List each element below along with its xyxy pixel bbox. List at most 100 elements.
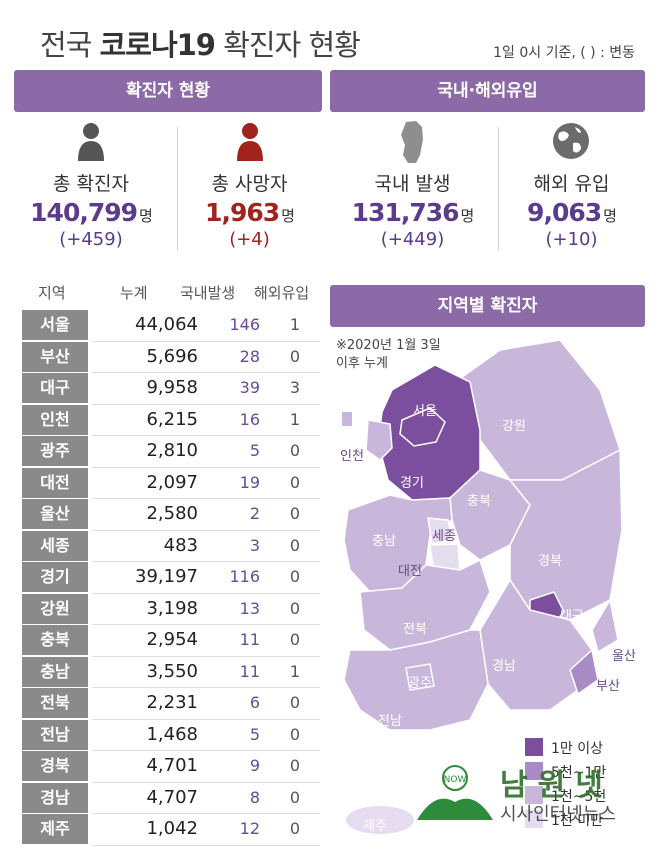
region-overseas: 0 [289, 567, 301, 586]
region-total: 2,231 [146, 692, 198, 713]
region-name: 인천 [22, 404, 88, 435]
row-divider [92, 561, 320, 562]
region-overseas: 0 [289, 787, 301, 807]
table-row: 전남 1,468 5 0 [22, 719, 320, 750]
region-name: 경남 [22, 782, 88, 813]
domestic-value: 131,736 명 [351, 198, 475, 227]
region-total: 3,198 [146, 597, 198, 619]
region-name: 세종 [22, 530, 88, 561]
region-name: 충북 [22, 625, 88, 655]
region-gwangju [405, 663, 435, 691]
row-divider [92, 655, 320, 657]
row-divider [92, 592, 320, 594]
region-overseas: 0 [289, 535, 301, 555]
region-domestic: 39 [239, 378, 260, 397]
region-total: 44,064 [135, 314, 198, 335]
region-domestic: 11 [239, 661, 260, 681]
region-overseas: 1 [289, 661, 301, 681]
region-domestic: 12 [239, 819, 260, 838]
region-table: 서울 44,064 146 1 부산 5,696 28 0 대구 9,958 39 3 인천 6,215 1… [22, 310, 322, 850]
region-overseas: 0 [289, 504, 301, 523]
label-gyeongnam: 경남 [492, 659, 516, 674]
region-total: 1,042 [146, 818, 198, 839]
legend-swatch [525, 762, 543, 780]
table-row: 충북 2,954 11 0 [22, 625, 320, 655]
region-overseas: 0 [289, 756, 301, 775]
row-divider [92, 529, 320, 531]
person-icon [78, 123, 104, 161]
region-total: 9,958 [146, 377, 198, 398]
overseas-stat: 해외 유입 9,063 명 (+10) [498, 115, 645, 263]
row-divider [92, 781, 320, 783]
region-name: 경북 [22, 751, 88, 781]
col-total: 누계 [120, 284, 148, 302]
legend-swatch [525, 738, 543, 756]
region-name: 강원 [22, 593, 88, 624]
label-chungbuk: 충북 [467, 494, 491, 509]
region-name: 광주 [22, 436, 88, 466]
watermark: NOW 남원넷 시사인터넷뉴스 [415, 762, 650, 832]
table-row: 서울 44,064 146 1 [22, 310, 320, 340]
overseas-change: (+10) [545, 229, 598, 250]
legend-swatch [525, 810, 543, 828]
region-total: 6,215 [146, 408, 198, 430]
region-domestic: 9 [249, 756, 260, 775]
deaths-change: (+4) [229, 229, 270, 250]
region-name: 대전 [22, 467, 88, 498]
region-domestic: 11 [239, 630, 260, 649]
region-name: 충남 [22, 656, 88, 687]
label-seoul: 서울 [413, 404, 437, 419]
label-jeonnam: 전남 [378, 714, 402, 729]
region-domestic: 16 [239, 409, 260, 429]
total-label: 총 확진자 [53, 173, 129, 195]
region-name: 서울 [22, 310, 88, 340]
region-overseas: 0 [289, 441, 301, 460]
region-name: 전남 [22, 719, 88, 750]
label-incheon: 인천 [340, 449, 364, 464]
table-row: 제주 1,042 12 0 [22, 814, 320, 844]
confirmed-panel: 총 확진자 140,799 명 (+459) 총 사망자 1,963 명 (+4) [14, 115, 322, 263]
confirmed-header: 확진자 현황 [14, 70, 322, 112]
row-divider [92, 403, 320, 405]
col-domestic: 국내발생 [180, 284, 236, 302]
total-confirmed-stat: 총 확진자 140,799 명 (+459) [14, 115, 168, 263]
col-overseas: 해외유입 [254, 284, 310, 302]
region-name: 울산 [22, 499, 88, 529]
region-total: 483 [163, 534, 198, 556]
region-domestic: 2 [249, 504, 260, 523]
region-name: 대구 [22, 373, 88, 403]
label-busan: 부산 [596, 679, 620, 694]
region-overseas: 1 [289, 409, 301, 429]
region-jeonbuk [359, 558, 491, 651]
table-row: 강원 3,198 13 0 [22, 593, 320, 624]
label-daejeon: 대전 [398, 564, 422, 579]
page-title: 전국 코로나19 확진자 현황 [40, 28, 361, 62]
label-chungnam: 충남 [372, 534, 396, 549]
table-row: 대전 2,097 19 0 [22, 467, 320, 498]
region-domestic: 5 [249, 441, 260, 460]
label-sejong: 세종 [432, 529, 456, 544]
divider [177, 127, 178, 251]
row-divider [92, 340, 320, 342]
inflow-panel: 국내 발생 131,736 명 (+449) 해외 유입 9,063 명 (+10) [330, 115, 645, 263]
region-total: 4,701 [146, 755, 198, 776]
region-busan [569, 648, 599, 696]
region-domestic: 13 [239, 598, 260, 618]
region-domestic: 28 [239, 346, 260, 366]
overseas-label: 해외 유입 [533, 173, 610, 195]
row-divider [92, 498, 320, 499]
region-name: 제주 [22, 814, 88, 844]
overseas-value: 9,063 명 [527, 198, 617, 227]
label-gyeongbuk: 경북 [538, 554, 562, 569]
region-overseas: 0 [289, 472, 301, 492]
region-seoul [399, 407, 446, 447]
map-header: 지역별 확진자 [330, 285, 645, 327]
table-row: 광주 2,810 5 0 [22, 436, 320, 466]
table-row: 부산 5,696 28 0 [22, 341, 320, 372]
table-header: 지역 누계 국내발생 해외유입 [22, 282, 322, 306]
total-value: 140,799 명 [30, 198, 153, 227]
region-overseas: 0 [289, 693, 301, 712]
region-ulsan [591, 597, 619, 654]
region-domestic: 8 [249, 787, 260, 807]
region-total: 2,810 [146, 440, 198, 461]
